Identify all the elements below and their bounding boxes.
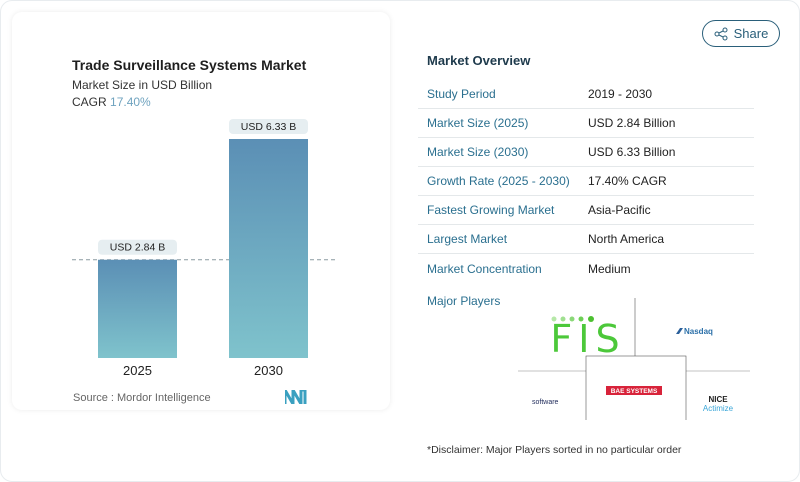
- overview-row: Fastest Growing Market Asia-Pacific: [418, 196, 754, 225]
- row-value: 17.40% CAGR: [588, 174, 667, 188]
- row-label: Market Concentration: [427, 261, 542, 276]
- row-label: Market Size (2025): [427, 116, 529, 130]
- bar-2030: [229, 139, 308, 358]
- svg-text:NICE: NICE: [708, 395, 728, 404]
- svg-text:software: software: [532, 399, 559, 406]
- row-label: Fastest Growing Market: [427, 203, 555, 217]
- x-tick-2025: 2025: [123, 363, 152, 378]
- overview-row: Market Size (2025) USD 2.84 Billion: [418, 109, 754, 138]
- bae-systems-logo: BAE SYSTEMS: [606, 386, 662, 395]
- overview-table: Study Period 2019 - 2030 Market Size (202…: [418, 80, 754, 283]
- chart-subtitle: Market Size in USD Billion: [72, 78, 213, 92]
- data-label-2025: USD 2.84 B: [110, 242, 165, 254]
- row-label: Study Period: [427, 87, 496, 101]
- svg-text:FIS: FIS: [550, 317, 625, 361]
- svg-text:BAE SYSTEMS: BAE SYSTEMS: [611, 388, 658, 395]
- mordor-logo-icon: [285, 390, 307, 404]
- nice-actimize-logo: NICE Actimize: [703, 395, 734, 413]
- x-tick-2030: 2030: [254, 363, 283, 378]
- disclaimer: *Disclaimer: Major Players sorted in no …: [427, 444, 682, 456]
- overview-row: Largest Market North America: [418, 225, 754, 254]
- cagr: CAGR 17.40%: [72, 95, 151, 109]
- svg-text:Actimize: Actimize: [703, 404, 734, 413]
- nasdaq-logo: Nasdaq: [676, 327, 713, 336]
- row-label: Growth Rate (2025 - 2030): [427, 174, 570, 188]
- chart-title: Trade Surveillance Systems Market: [72, 57, 307, 73]
- fis-logo: FIS: [550, 316, 625, 361]
- overview-row: Market Concentration Medium: [418, 254, 754, 283]
- major-players-label: Major Players: [427, 294, 501, 308]
- overview-title: Market Overview: [427, 53, 531, 68]
- row-value: Asia-Pacific: [588, 203, 651, 217]
- data-label-bg: [229, 119, 308, 134]
- row-value: USD 2.84 Billion: [588, 116, 676, 130]
- cagr-label: CAGR: [72, 95, 107, 109]
- overview-row: Growth Rate (2025 - 2030) 17.40% CAGR: [418, 167, 754, 196]
- cagr-value: 17.40%: [110, 95, 151, 109]
- share-button[interactable]: Share: [702, 20, 780, 47]
- share-icon: [714, 27, 728, 40]
- major-players-grid: FIS Nasdaq software BAE SYSTEMS NICE Act…: [518, 298, 750, 420]
- source: Source : Mordor Intelligence: [73, 392, 211, 404]
- svg-text:Nasdaq: Nasdaq: [684, 327, 713, 336]
- overview-row: Study Period 2019 - 2030: [418, 80, 754, 109]
- data-label-bg: [98, 239, 177, 255]
- overview-row: Market Size (2030) USD 6.33 Billion: [418, 138, 754, 167]
- row-value: North America: [588, 232, 665, 246]
- share-label: Share: [733, 26, 769, 41]
- row-label: Largest Market: [427, 232, 508, 246]
- row-value: USD 6.33 Billion: [588, 145, 676, 159]
- data-label-2030: USD 6.33 B: [241, 121, 296, 133]
- row-label: Market Size (2030): [427, 145, 529, 159]
- row-value: 2019 - 2030: [588, 87, 653, 101]
- software-ag-logo: software: [532, 399, 559, 406]
- chart-card: [12, 12, 390, 410]
- row-value: Medium: [588, 261, 631, 276]
- bar-chart: USD 2.84 B 2025 USD 6.33 B 2030: [72, 119, 336, 378]
- bar-2025: [98, 259, 177, 358]
